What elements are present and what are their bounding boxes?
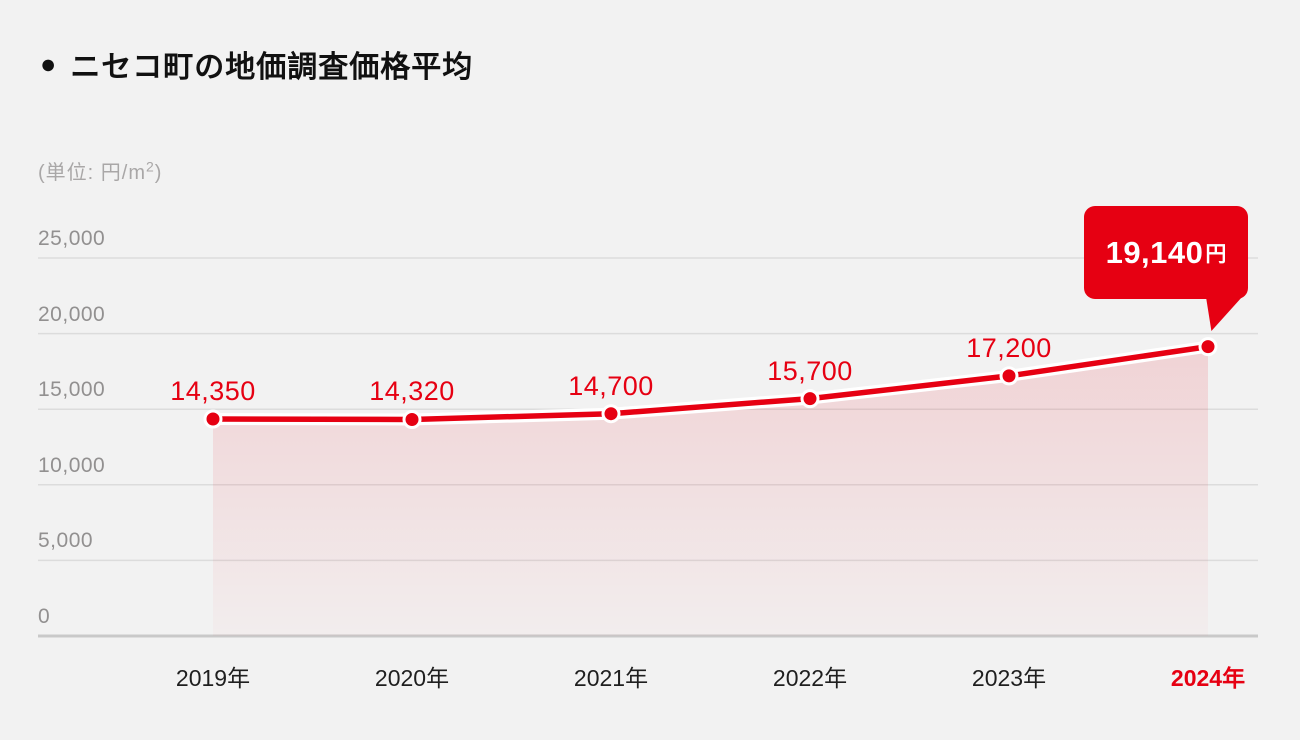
point-label-2021年: 14,700 xyxy=(568,370,654,401)
callout-value: 19,140 xyxy=(1105,234,1204,270)
point-label-2019年: 14,350 xyxy=(170,376,256,407)
unit-superscript: 2 xyxy=(146,158,155,175)
y-tick-10000: 10,000 xyxy=(38,453,106,477)
unit-label: (単位: 円/m2) xyxy=(38,156,162,185)
point-label-2020年: 14,320 xyxy=(369,376,455,407)
data-point-2019年 xyxy=(203,409,223,429)
page-title: ニセコ町の地価調査価格平均 xyxy=(70,51,474,84)
y-tick-5000: 5,000 xyxy=(38,529,94,553)
unit-prefix: (単位: 円/m xyxy=(38,162,146,184)
x-label-2023年: 2023年 xyxy=(971,665,1047,691)
callout-unit: 円 xyxy=(1205,242,1227,266)
x-label-2021年: 2021年 xyxy=(573,665,649,691)
data-point-2024年 xyxy=(1198,337,1218,357)
y-tick-0: 0 xyxy=(38,605,51,628)
chart-header: ● ニセコ町の地価調査価格平均 xyxy=(40,42,473,86)
y-tick-20000: 20,000 xyxy=(38,302,106,326)
y-tick-25000: 25,000 xyxy=(38,227,106,250)
point-label-2023年: 17,200 xyxy=(966,332,1052,363)
data-point-2021年 xyxy=(601,404,621,424)
unit-suffix: ) xyxy=(154,162,163,184)
x-label-2019年: 2019年 xyxy=(175,665,251,691)
data-point-2020年 xyxy=(402,410,422,429)
x-label-2022年: 2022年 xyxy=(772,665,848,691)
trend-line xyxy=(210,343,1211,423)
data-point-2023年 xyxy=(999,366,1019,386)
bullet-icon: ● xyxy=(40,48,57,79)
point-label-2022年: 15,700 xyxy=(767,355,853,386)
x-label-2020年: 2020年 xyxy=(374,665,450,691)
data-point-2022年 xyxy=(800,389,820,409)
x-label-2024年: 2024年 xyxy=(1170,665,1246,691)
y-tick-15000: 15,000 xyxy=(38,378,106,402)
callout-2024: 19,140 円 xyxy=(1084,206,1248,299)
